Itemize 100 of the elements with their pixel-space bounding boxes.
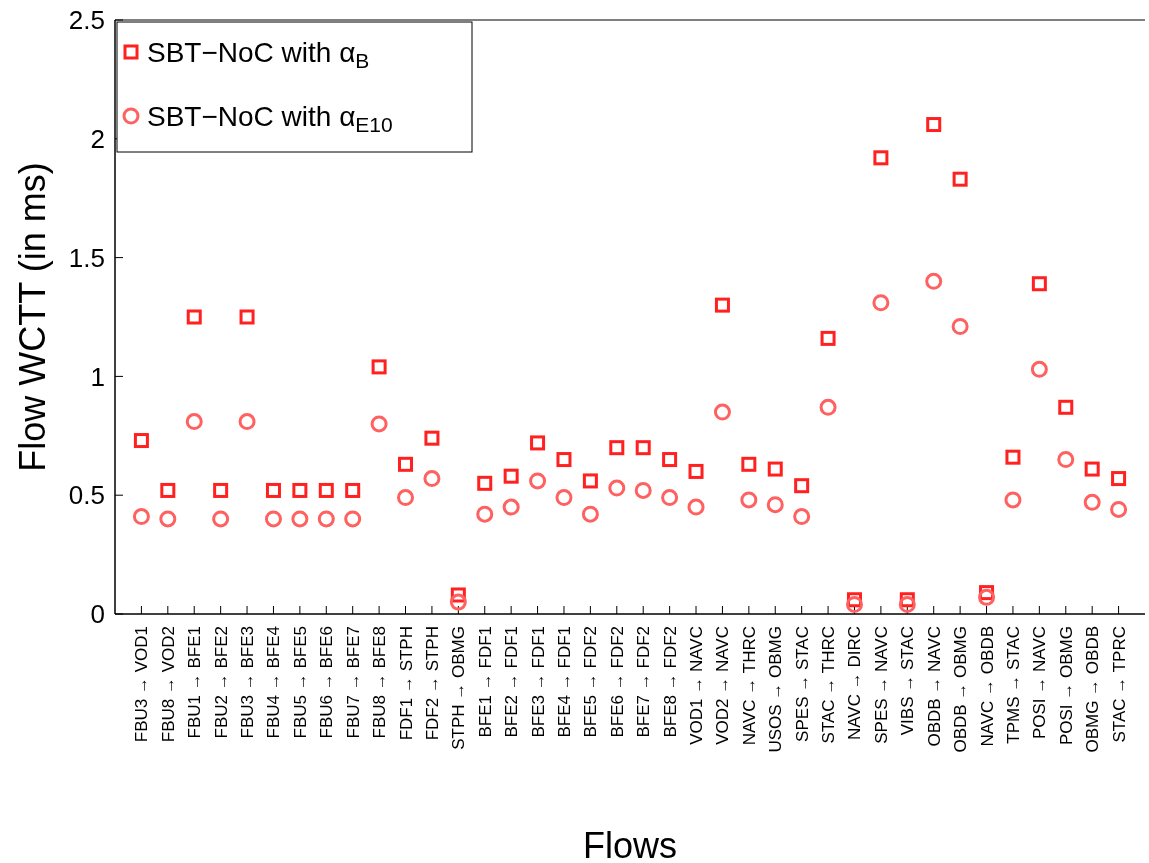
point xyxy=(238,413,256,431)
x-tick-label: FDF2 → STPH xyxy=(422,626,442,741)
point xyxy=(423,470,441,488)
y-tick-label: 1.5 xyxy=(68,242,105,273)
point xyxy=(766,496,784,514)
x-tick-label: VIBS → STAC xyxy=(898,626,918,736)
point xyxy=(687,498,705,516)
legend-label: SBT−NoC with α$_{B}$ xyxy=(147,36,370,73)
x-tick-label: BFE8 → FDF2 xyxy=(660,626,680,738)
x-tick-label: FBU3 → BFE3 xyxy=(238,626,258,739)
x-tick-label: SPES → STAC xyxy=(792,626,812,742)
point xyxy=(344,510,362,528)
point xyxy=(713,403,731,421)
point xyxy=(476,505,494,523)
x-tick-label: STAC → TPRC xyxy=(1109,626,1129,743)
point xyxy=(556,452,572,468)
point xyxy=(477,475,493,491)
point xyxy=(345,482,361,498)
x-tick-label: NAVC → OBDB xyxy=(977,626,997,747)
point xyxy=(530,435,546,451)
x-tick-label: POSI → OBMG xyxy=(1056,626,1076,746)
point xyxy=(185,413,203,431)
point xyxy=(1004,491,1022,509)
point xyxy=(925,272,943,290)
x-tick-label: TPMS → STAC xyxy=(1003,626,1023,744)
point xyxy=(1111,471,1127,487)
point xyxy=(317,510,335,528)
point xyxy=(292,482,308,498)
point xyxy=(582,473,598,489)
x-tick-label: OBMG → OBDB xyxy=(1083,626,1103,753)
point xyxy=(581,505,599,523)
point xyxy=(503,468,519,484)
x-tick-label: BFE4 → FDF1 xyxy=(554,626,574,738)
x-tick-label: OBDB → NAVC xyxy=(924,626,944,747)
point xyxy=(318,482,334,498)
point xyxy=(1083,493,1101,511)
x-tick-label: BFE3 → FDF1 xyxy=(528,626,548,738)
point xyxy=(820,330,836,346)
x-tick-label: FBU8 → BFE8 xyxy=(370,626,390,739)
y-tick-label: 2 xyxy=(90,123,105,154)
y-tick-label: 2.5 xyxy=(68,5,105,36)
point xyxy=(1031,276,1047,292)
x-tick-label: NAVC → THRC xyxy=(739,626,759,746)
point xyxy=(291,510,309,528)
x-tick-label: STPH → OBMG xyxy=(449,626,469,750)
x-tick-label: POSI → NAVC xyxy=(1030,626,1050,740)
point xyxy=(845,596,863,613)
point xyxy=(1030,360,1048,378)
point xyxy=(555,489,573,507)
x-tick-label: FBU8 → VOD2 xyxy=(158,626,178,743)
x-tick-label: VOD2 → NAVC xyxy=(713,626,733,745)
point xyxy=(398,456,414,472)
point xyxy=(213,482,229,498)
point xyxy=(819,398,837,416)
y-tick-label: 0.5 xyxy=(68,480,105,511)
point xyxy=(265,482,281,498)
point xyxy=(609,440,625,456)
x-tick-label: STAC → THRC xyxy=(819,626,839,744)
point xyxy=(397,489,415,507)
point xyxy=(186,309,202,325)
x-tick-label: FBU6 → BFE6 xyxy=(317,626,337,739)
x-axis-title: Flows xyxy=(582,825,678,863)
point xyxy=(740,491,758,509)
point xyxy=(714,297,730,313)
point xyxy=(767,461,783,477)
point xyxy=(794,478,810,494)
x-tick-label: USOS → OBMG xyxy=(766,626,786,753)
point xyxy=(424,430,440,446)
point xyxy=(449,593,467,611)
x-tick-label: FBU2 → BFE2 xyxy=(211,626,231,739)
y-tick-label: 1 xyxy=(90,361,105,392)
point xyxy=(371,359,387,375)
x-tick-label: BFE5 → FDF2 xyxy=(581,626,601,738)
point xyxy=(661,489,679,507)
x-tick-label: OBDB → OBMG xyxy=(951,626,971,753)
point xyxy=(872,294,890,312)
legend-label: SBT−NoC with α$_{E10}$ xyxy=(147,100,393,137)
point xyxy=(529,472,547,490)
point xyxy=(873,150,889,166)
point xyxy=(132,508,150,526)
point xyxy=(662,452,678,468)
x-tick-label: NAVC → DIRC xyxy=(845,626,865,740)
x-tick-label: BFE7 → FDF2 xyxy=(634,626,654,738)
point xyxy=(898,596,916,613)
x-tick-label: BFE6 → FDF2 xyxy=(607,626,627,738)
x-tick-label: SPES → NAVC xyxy=(871,626,891,744)
point xyxy=(1110,500,1128,518)
point xyxy=(634,481,652,499)
x-tick-label: FBU7 → BFE7 xyxy=(343,626,363,739)
point xyxy=(1005,449,1021,465)
x-tick-label: BFE1 → FDF1 xyxy=(475,626,495,738)
point xyxy=(952,171,968,187)
point xyxy=(370,415,388,433)
point xyxy=(133,433,149,449)
point xyxy=(1058,399,1074,415)
y-axis-title: Flow WCTT (in ms) xyxy=(12,162,53,472)
point xyxy=(160,482,176,498)
x-tick-label: FBU1 → BFE1 xyxy=(185,626,205,739)
x-tick-label: VOD1 → NAVC xyxy=(687,626,707,745)
x-tick-label: FBU3 → VOD1 xyxy=(132,626,152,743)
